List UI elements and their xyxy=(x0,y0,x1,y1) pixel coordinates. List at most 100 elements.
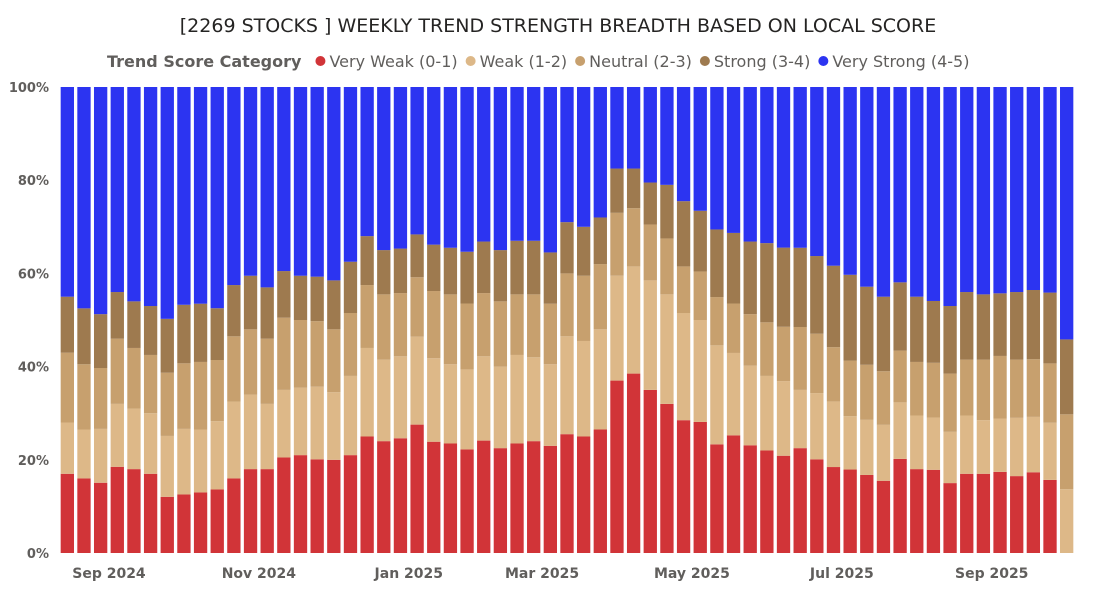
bar-segment-3-39[interactable] xyxy=(710,229,724,298)
bar-segment-3-28[interactable] xyxy=(527,240,541,295)
bar-segment-4-4[interactable] xyxy=(127,87,141,302)
bar-segment-0-27[interactable] xyxy=(510,443,524,553)
bar-segment-1-49[interactable] xyxy=(876,424,891,481)
bar-segment-1-16[interactable] xyxy=(327,392,341,460)
bar-segment-3-15[interactable] xyxy=(310,276,324,322)
bar-segment-2-3[interactable] xyxy=(110,338,124,404)
bar-segment-0-26[interactable] xyxy=(493,448,508,553)
bar-segment-1-31[interactable] xyxy=(576,340,591,437)
bar-segment-1-42[interactable] xyxy=(760,375,774,451)
bar-segment-2-21[interactable] xyxy=(410,277,424,337)
bar-segment-1-12[interactable] xyxy=(260,403,274,470)
bar-segment-1-43[interactable] xyxy=(776,381,791,456)
bar-segment-2-11[interactable] xyxy=(243,329,258,395)
bar-segment-2-33[interactable] xyxy=(610,212,624,276)
bar-segment-1-35[interactable] xyxy=(643,280,657,390)
bar-segment-0-36[interactable] xyxy=(660,403,674,553)
bar-segment-3-21[interactable] xyxy=(410,234,424,278)
bar-segment-4-18[interactable] xyxy=(360,87,374,237)
bar-segment-3-60[interactable] xyxy=(1060,339,1074,415)
bar-segment-4-55[interactable] xyxy=(976,87,991,295)
bar-segment-4-29[interactable] xyxy=(543,87,557,253)
bar-segment-2-44[interactable] xyxy=(793,326,807,390)
bar-segment-0-44[interactable] xyxy=(793,448,807,553)
bar-segment-1-10[interactable] xyxy=(227,401,241,479)
bar-segment-2-49[interactable] xyxy=(876,371,891,425)
bar-segment-0-51[interactable] xyxy=(910,469,924,553)
bar-segment-2-34[interactable] xyxy=(626,208,641,267)
bar-segment-3-14[interactable] xyxy=(293,275,308,320)
bar-segment-3-57[interactable] xyxy=(1010,292,1024,360)
bar-segment-0-57[interactable] xyxy=(1010,476,1024,553)
bar-segment-4-14[interactable] xyxy=(293,87,308,276)
bar-segment-3-31[interactable] xyxy=(576,226,591,276)
bar-segment-2-16[interactable] xyxy=(327,329,341,393)
bar-segment-4-15[interactable] xyxy=(310,87,324,277)
bar-segment-2-38[interactable] xyxy=(693,271,707,320)
bar-segment-2-2[interactable] xyxy=(93,368,108,429)
bar-segment-4-33[interactable] xyxy=(610,87,624,169)
bar-segment-1-25[interactable] xyxy=(477,356,491,441)
bar-segment-4-25[interactable] xyxy=(477,87,491,242)
bar-segment-2-40[interactable] xyxy=(726,303,741,353)
bar-segment-2-54[interactable] xyxy=(960,359,974,416)
bar-segment-0-14[interactable] xyxy=(293,455,308,553)
bar-segment-1-6[interactable] xyxy=(160,435,174,497)
bar-segment-4-1[interactable] xyxy=(77,87,91,309)
bar-segment-1-53[interactable] xyxy=(943,431,957,484)
bar-segment-0-15[interactable] xyxy=(310,459,324,553)
bar-segment-4-40[interactable] xyxy=(726,87,741,233)
bar-segment-2-13[interactable] xyxy=(277,317,291,390)
bar-segment-1-3[interactable] xyxy=(110,403,124,467)
bar-segment-1-19[interactable] xyxy=(377,359,391,442)
bar-segment-2-36[interactable] xyxy=(660,238,674,295)
bar-segment-4-37[interactable] xyxy=(676,87,691,202)
bar-segment-1-7[interactable] xyxy=(177,428,191,495)
bar-segment-2-12[interactable] xyxy=(260,338,274,404)
bar-segment-3-56[interactable] xyxy=(993,293,1007,356)
bar-segment-2-18[interactable] xyxy=(360,285,374,348)
bar-segment-1-48[interactable] xyxy=(860,419,874,475)
bar-segment-4-13[interactable] xyxy=(277,87,291,272)
bar-segment-3-20[interactable] xyxy=(393,248,408,294)
bar-segment-0-7[interactable] xyxy=(177,494,191,553)
bar-segment-2-19[interactable] xyxy=(377,294,391,360)
bar-segment-2-5[interactable] xyxy=(143,354,158,414)
bar-segment-0-4[interactable] xyxy=(127,469,141,553)
bar-segment-4-12[interactable] xyxy=(260,87,274,288)
bar-segment-4-7[interactable] xyxy=(177,87,191,305)
bar-segment-2-57[interactable] xyxy=(1010,359,1024,418)
bar-segment-1-44[interactable] xyxy=(793,389,807,449)
bar-segment-2-52[interactable] xyxy=(926,362,941,418)
bar-segment-3-19[interactable] xyxy=(377,250,391,295)
bar-segment-3-25[interactable] xyxy=(477,241,491,294)
bar-segment-0-53[interactable] xyxy=(943,483,957,553)
bar-segment-2-48[interactable] xyxy=(860,364,874,420)
bar-segment-0-8[interactable] xyxy=(193,492,208,553)
bar-segment-4-60[interactable] xyxy=(1060,87,1074,340)
bar-segment-0-0[interactable] xyxy=(60,473,74,553)
bar-segment-1-21[interactable] xyxy=(410,336,424,425)
bar-segment-0-47[interactable] xyxy=(843,469,857,553)
bar-segment-2-6[interactable] xyxy=(160,372,174,436)
bar-segment-0-43[interactable] xyxy=(776,455,791,553)
bar-segment-3-2[interactable] xyxy=(93,314,108,369)
bar-segment-1-54[interactable] xyxy=(960,415,974,474)
bar-segment-2-59[interactable] xyxy=(1043,363,1057,423)
bar-segment-3-34[interactable] xyxy=(626,168,641,209)
bar-segment-1-24[interactable] xyxy=(460,369,474,450)
bar-segment-3-29[interactable] xyxy=(543,252,557,304)
bar-segment-4-41[interactable] xyxy=(743,87,757,242)
bar-segment-2-53[interactable] xyxy=(943,373,957,432)
bar-segment-1-57[interactable] xyxy=(1010,417,1024,477)
bar-segment-3-54[interactable] xyxy=(960,292,974,360)
bar-segment-1-1[interactable] xyxy=(77,429,91,479)
bar-segment-4-8[interactable] xyxy=(193,87,208,304)
bar-segment-0-9[interactable] xyxy=(210,489,224,553)
bar-segment-1-38[interactable] xyxy=(693,320,707,422)
bar-segment-3-0[interactable] xyxy=(60,296,74,353)
bar-segment-3-3[interactable] xyxy=(110,292,124,339)
bar-segment-3-22[interactable] xyxy=(427,244,441,292)
bar-segment-2-0[interactable] xyxy=(60,352,74,423)
bar-segment-0-21[interactable] xyxy=(410,424,424,553)
